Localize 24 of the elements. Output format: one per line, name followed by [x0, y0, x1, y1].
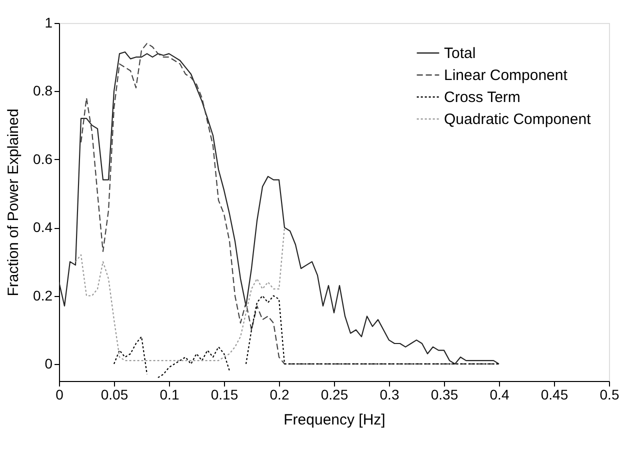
x-tick-label: 0.35 [430, 386, 458, 402]
x-tick-label: 0 [56, 386, 64, 402]
legend-label: Cross Term [444, 89, 520, 106]
y-tick-label: 0 [44, 355, 53, 372]
line-series [74, 227, 286, 362]
x-tick-label: 0.25 [320, 386, 348, 402]
y-axis-title: Fraction of Power Explained [5, 108, 22, 296]
y-tick-label: 0.4 [33, 219, 53, 236]
y-tick-label: 0.6 [33, 150, 53, 167]
y-tick-label: 0.2 [33, 287, 53, 304]
x-tick-label: 0.05 [100, 386, 128, 402]
y-tick-label: 1 [44, 14, 53, 30]
legend-label: Linear Component [444, 67, 568, 84]
legend-label: Quadratic Component [444, 111, 592, 128]
legend-label: Total [444, 45, 476, 62]
x-tick-label: 0.15 [210, 386, 238, 402]
x-tick-label: 0.1 [160, 386, 180, 402]
x-axis-title: Frequency [Hz] [284, 412, 386, 428]
x-tick-label: 0.5 [600, 386, 620, 402]
x-tick-label: 0.4 [490, 386, 510, 402]
x-tick-label: 0.2 [270, 386, 290, 402]
x-tick-label: 0.3 [380, 386, 400, 402]
x-tick-label: 0.45 [540, 386, 568, 402]
y-tick-label: 0.8 [33, 82, 53, 99]
